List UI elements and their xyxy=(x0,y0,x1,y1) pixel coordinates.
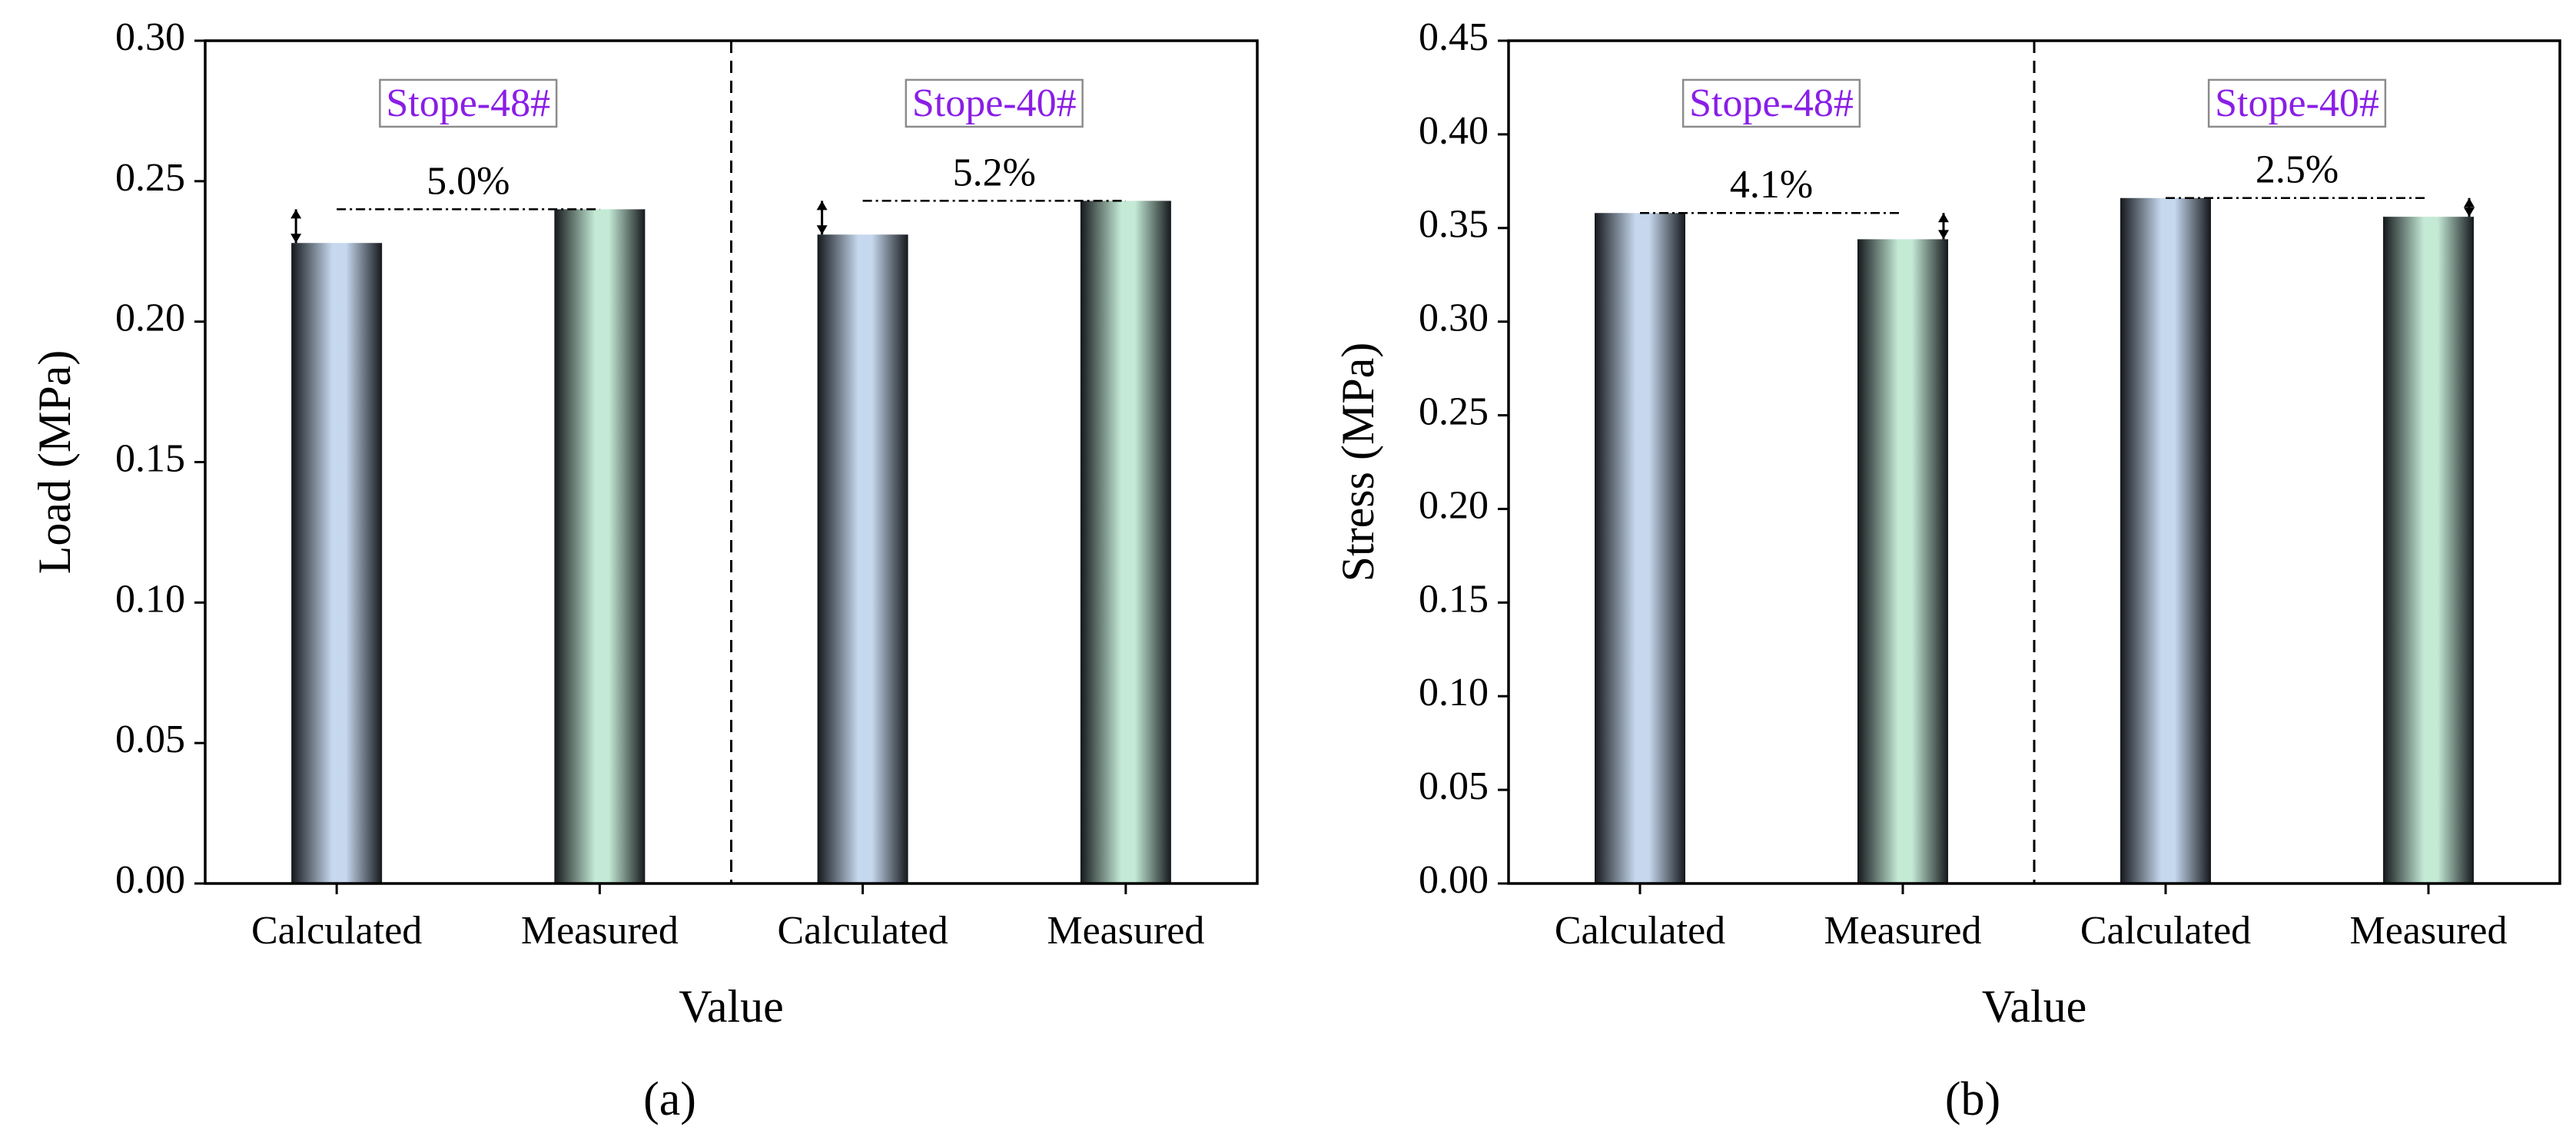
y-tick-label: 0.25 xyxy=(115,156,185,200)
diff-label: 2.5% xyxy=(2256,148,2339,192)
arrow-head xyxy=(290,209,302,244)
x-tick-label: Calculated xyxy=(2080,909,2251,953)
group-label: Stope-40# xyxy=(2215,81,2379,125)
y-tick-label: 0.10 xyxy=(1419,671,1489,714)
x-tick-label: Measured xyxy=(521,909,679,953)
y-tick-label: 0.45 xyxy=(1419,15,1489,59)
x-tick-label: Calculated xyxy=(777,909,948,953)
diff-label: 5.0% xyxy=(427,159,510,203)
y-tick-label: 0.40 xyxy=(1419,109,1489,153)
group-label: Stope-48# xyxy=(1689,81,1854,125)
bar xyxy=(2120,197,2211,884)
y-axis-title: Stress (MPa) xyxy=(1333,343,1383,582)
y-tick-label: 0.20 xyxy=(1419,483,1489,527)
x-tick-label: Calculated xyxy=(251,909,422,953)
y-tick-label: 0.05 xyxy=(115,718,185,761)
y-tick-label: 0.15 xyxy=(115,436,185,480)
y-tick-label: 0.05 xyxy=(1419,764,1489,808)
plot-frame xyxy=(1507,39,2561,885)
x-tick-label: Measured xyxy=(2349,909,2507,953)
x-tick-label: Measured xyxy=(1824,909,1981,953)
group-label: Stope-40# xyxy=(912,81,1077,125)
diff-label: 5.2% xyxy=(953,151,1036,194)
bar xyxy=(291,243,383,883)
group-label-box xyxy=(905,78,1084,128)
arrow-head xyxy=(1938,213,1949,240)
x-tick-label: Calculated xyxy=(1555,909,1725,953)
x-tick-label: Measured xyxy=(1047,909,1204,953)
bar xyxy=(1595,213,1685,884)
y-tick-label: 0.00 xyxy=(115,858,185,902)
arrow-head xyxy=(2464,197,2475,217)
y-tick-label: 0.00 xyxy=(1419,858,1489,902)
bar xyxy=(554,209,646,883)
x-axis-title: Value xyxy=(1982,981,2087,1032)
bar xyxy=(2383,217,2474,883)
y-tick-label: 0.25 xyxy=(1419,390,1489,433)
y-tick-label: 0.15 xyxy=(1419,577,1489,621)
bar xyxy=(1080,201,1171,883)
panel-label: (a) xyxy=(643,1073,696,1125)
group-label: Stope-48# xyxy=(386,81,550,125)
y-tick-label: 0.30 xyxy=(1419,297,1489,340)
bar xyxy=(817,234,908,883)
arrow-head xyxy=(816,201,828,235)
group-label-box xyxy=(379,78,558,128)
bar xyxy=(1857,239,1948,884)
y-tick-label: 0.30 xyxy=(115,15,185,59)
group-label-box xyxy=(2207,78,2387,128)
plot-frame xyxy=(204,39,1259,885)
group-label-box xyxy=(1681,78,1861,128)
y-tick-label: 0.20 xyxy=(115,297,185,340)
y-tick-label: 0.10 xyxy=(115,577,185,621)
y-axis-title: Load (MPa) xyxy=(29,350,80,575)
diff-label: 4.1% xyxy=(1730,163,1813,207)
panel-label: (b) xyxy=(1945,1073,2000,1125)
x-axis-title: Value xyxy=(679,981,784,1032)
y-tick-label: 0.35 xyxy=(1419,203,1489,247)
